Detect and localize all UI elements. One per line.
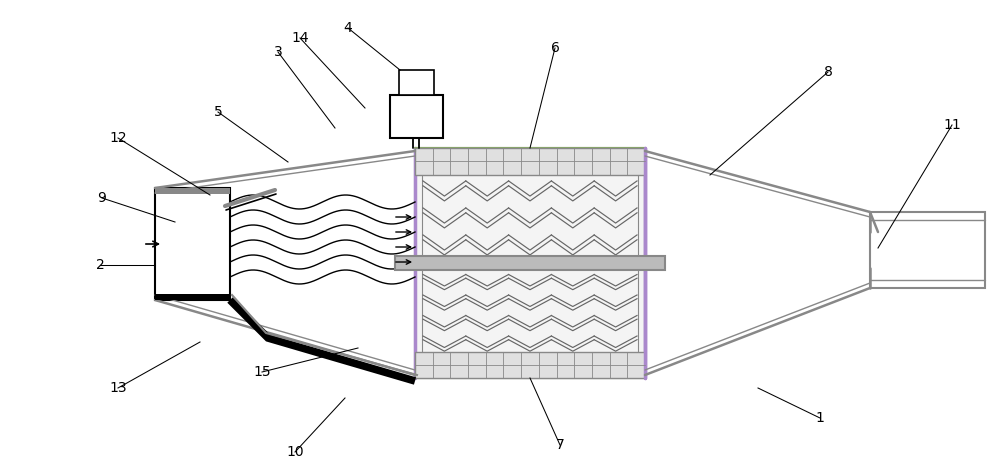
Bar bbox=[422, 155, 638, 371]
Text: 15: 15 bbox=[253, 365, 271, 379]
Bar bbox=[415, 148, 645, 175]
Text: 2: 2 bbox=[96, 258, 104, 272]
Text: 13: 13 bbox=[109, 381, 127, 395]
Text: 4: 4 bbox=[344, 21, 352, 35]
Bar bbox=[395, 256, 665, 270]
Text: 8: 8 bbox=[824, 65, 832, 79]
Bar bbox=[390, 95, 443, 138]
Bar bbox=[870, 212, 985, 288]
Text: 7: 7 bbox=[556, 438, 564, 452]
Text: 10: 10 bbox=[286, 445, 304, 459]
Text: 6: 6 bbox=[551, 41, 559, 55]
Text: 9: 9 bbox=[98, 191, 106, 205]
Bar bbox=[155, 294, 230, 300]
Bar bbox=[415, 148, 645, 378]
Text: 5: 5 bbox=[214, 105, 222, 119]
Text: 11: 11 bbox=[943, 118, 961, 132]
Bar bbox=[399, 70, 434, 95]
Text: 14: 14 bbox=[291, 31, 309, 45]
Text: 12: 12 bbox=[109, 131, 127, 145]
Bar bbox=[155, 188, 230, 300]
Bar bbox=[155, 188, 230, 194]
Text: 3: 3 bbox=[274, 45, 282, 59]
Bar bbox=[415, 352, 645, 378]
Text: 1: 1 bbox=[816, 411, 824, 425]
